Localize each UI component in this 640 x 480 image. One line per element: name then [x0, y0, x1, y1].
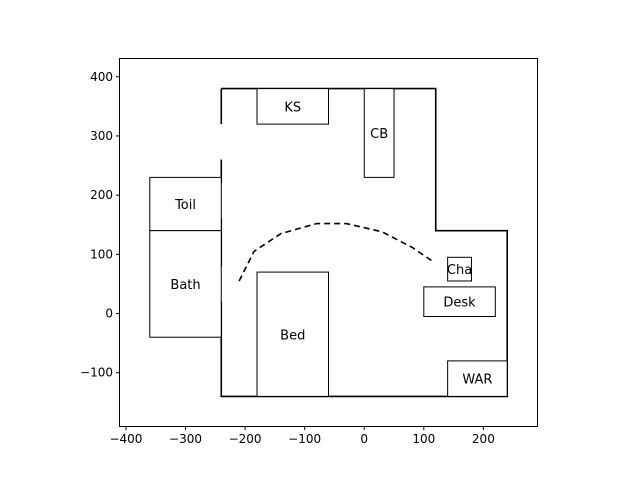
- y-tick-label: 400: [90, 70, 113, 84]
- furniture-label-bath: Bath: [170, 278, 200, 293]
- furniture-label-war: WAR: [462, 373, 492, 388]
- furniture-layer: KS CB Toil Bath Bed Cha Desk WAR: [149, 88, 508, 397]
- x-tick-label: −300: [169, 432, 202, 446]
- y-tick-label: 300: [90, 129, 113, 143]
- furniture-label-bed: Bed: [280, 328, 305, 343]
- x-tick-label: 200: [472, 432, 495, 446]
- furniture-toil: [149, 176, 222, 232]
- plot-frame: [119, 58, 538, 427]
- furniture-label-cb: CB: [370, 127, 388, 142]
- y-tick-label: −100: [80, 366, 113, 380]
- x-tick-label: −400: [109, 432, 142, 446]
- furniture-label-cha: Cha: [447, 263, 472, 278]
- x-tick-label: 100: [412, 432, 435, 446]
- outer-wall: [220, 87, 509, 398]
- furniture-war: [447, 360, 508, 397]
- furniture-label-desk: Desk: [443, 296, 476, 311]
- y-tick-label: 200: [90, 188, 113, 202]
- furniture-bath: [149, 230, 222, 338]
- furniture-cb: [363, 88, 395, 178]
- x-tick-label: 0: [360, 432, 368, 446]
- furniture-bed: [256, 271, 329, 397]
- furniture-cha: [447, 256, 472, 282]
- furniture-label-ks: KS: [284, 100, 301, 115]
- furniture-desk: [423, 286, 496, 317]
- y-tick-label: 0: [105, 307, 113, 321]
- furniture-label-toil: Toil: [174, 198, 196, 213]
- y-tick-label: 100: [90, 247, 113, 261]
- x-tick-label: −200: [229, 432, 262, 446]
- x-tick-label: −100: [288, 432, 321, 446]
- axis-ticks: −400 −300 −200 −100 0 100 200 −100 0 100 200 300 400: [80, 70, 495, 446]
- furniture-ks: [256, 88, 329, 125]
